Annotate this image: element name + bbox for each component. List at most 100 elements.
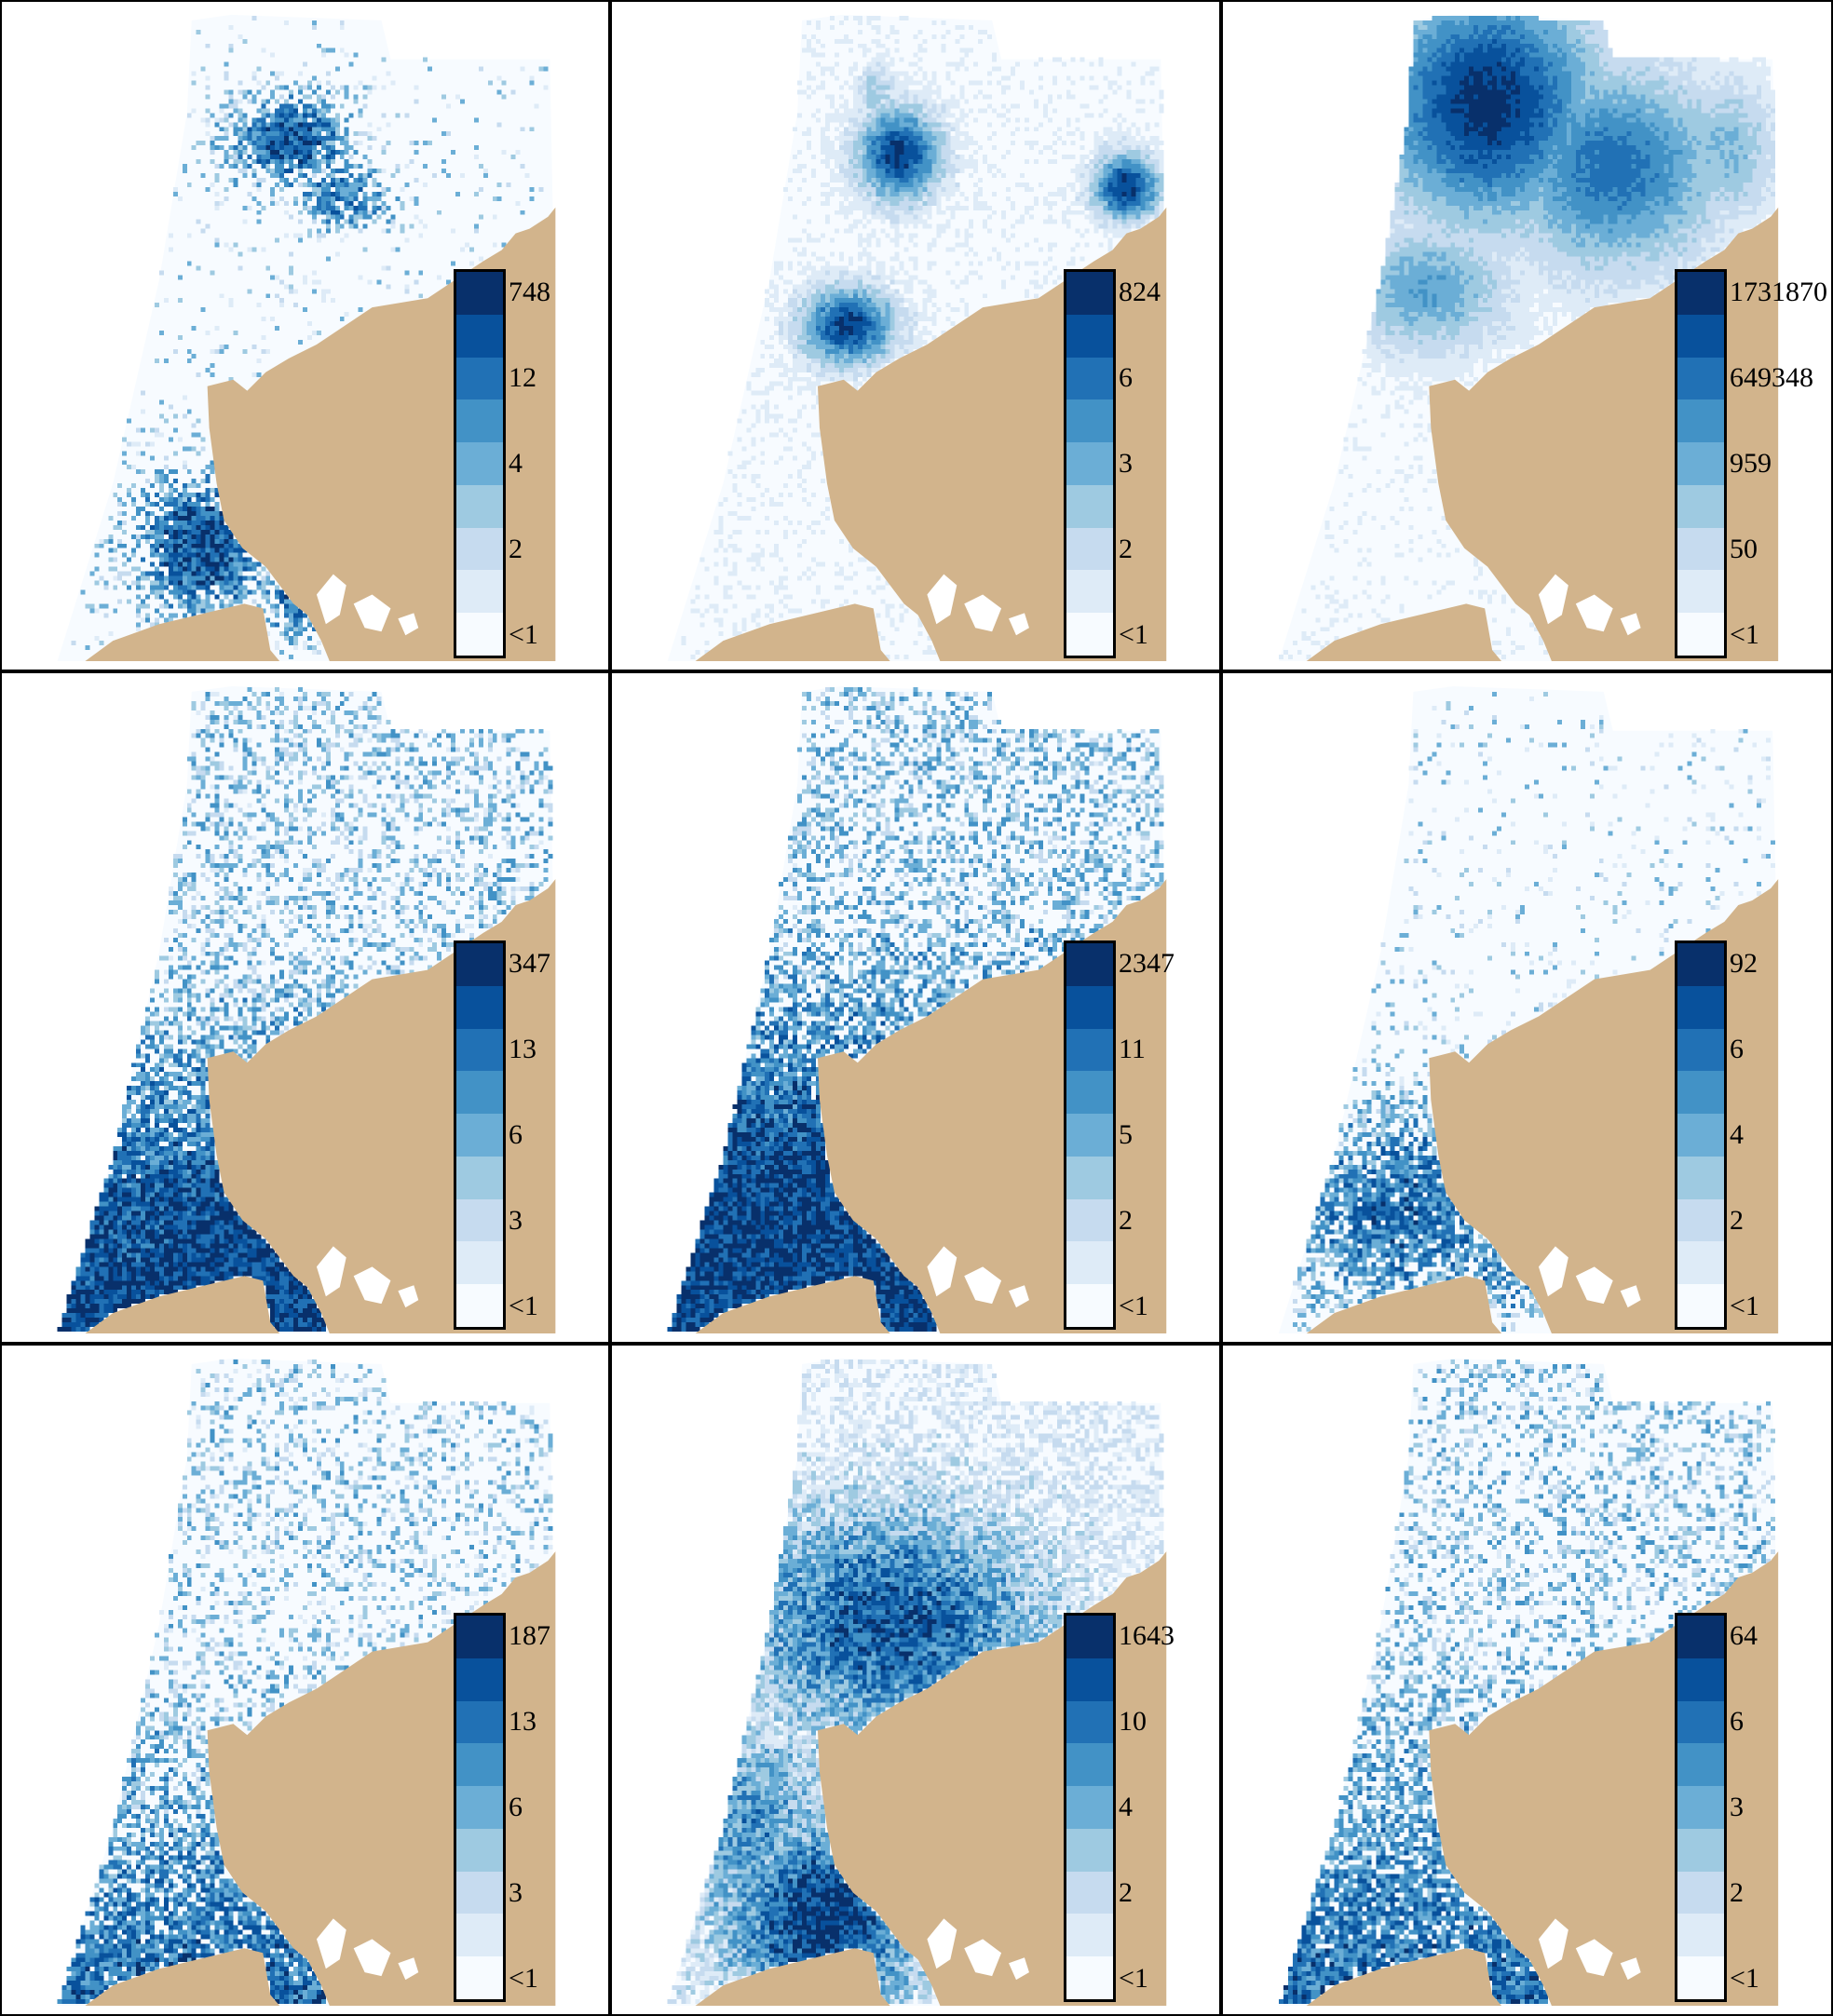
legend-swatch <box>1677 1156 1724 1199</box>
legend-swatch <box>456 1284 503 1328</box>
legend-swatch <box>1677 484 1724 528</box>
legend-swatch <box>1677 1914 1724 1957</box>
tidal-inlet <box>316 1918 346 1969</box>
legend-swatch <box>456 1828 503 1872</box>
color-legend <box>454 269 506 658</box>
legend-swatch <box>456 1871 503 1915</box>
legend-swatch <box>1677 570 1724 614</box>
legend-swatch <box>1066 1914 1113 1957</box>
legend-label-4: 2 <box>1119 1879 1133 1907</box>
legend-swatch <box>1677 1743 1724 1787</box>
color-legend <box>1064 1613 1116 2002</box>
legend-label-3: 6 <box>509 1121 523 1149</box>
legend-label-max: 2347 <box>1119 950 1174 978</box>
tidal-inlet <box>353 594 391 632</box>
legend-swatch <box>1677 314 1724 358</box>
tidal-inlet <box>316 574 346 625</box>
legend-swatch <box>1677 1616 1724 1658</box>
legend-label-max: 1643 <box>1119 1622 1174 1650</box>
legend-label-3: 4 <box>509 450 523 478</box>
coastal-land <box>85 603 280 662</box>
color-legend <box>1064 269 1116 658</box>
tidal-inlet <box>964 1939 1002 1977</box>
tidal-inlet <box>353 1939 391 1977</box>
map-panel-2: 824 6 3 2 <1 <box>610 0 1221 671</box>
legend-swatch <box>1066 1241 1113 1285</box>
color-legend <box>1064 940 1116 1330</box>
map-canvas <box>57 1358 556 2007</box>
legend-swatch <box>456 1616 503 1658</box>
coastal-land <box>1306 1948 1502 2007</box>
tidal-inlet <box>1575 594 1613 632</box>
density-cells <box>1292 691 1776 1333</box>
legend-label-4: 2 <box>1730 1207 1744 1235</box>
legend-swatch <box>456 1914 503 1957</box>
legend-swatch <box>1066 1616 1113 1658</box>
legend-label-3: 3 <box>1119 450 1133 478</box>
tidal-inlet <box>398 613 419 636</box>
legend-label-max: 92 <box>1730 950 1758 978</box>
legend-swatch <box>1066 357 1113 400</box>
tidal-inlet <box>927 574 957 625</box>
legend-swatch <box>456 570 503 614</box>
legend-label-max: 824 <box>1119 278 1161 306</box>
legend-label-4: 2 <box>1119 1207 1133 1235</box>
legend-swatch <box>1677 613 1724 656</box>
legend-label-4: 3 <box>509 1879 523 1907</box>
legend-swatch <box>456 442 503 485</box>
legend-swatch <box>456 1241 503 1285</box>
color-legend <box>1675 269 1727 658</box>
map-canvas <box>57 14 556 662</box>
legend-swatch <box>1677 1114 1724 1157</box>
map-panel-1: 748 12 4 2 <1 <box>0 0 610 671</box>
legend-swatch <box>1066 1028 1113 1072</box>
tidal-inlet <box>964 594 1002 632</box>
coastal-land <box>695 1276 890 1334</box>
legend-label-min: <1 <box>1119 1965 1148 1993</box>
legend-swatch <box>456 1700 503 1744</box>
map-panel-3: 1731870 649348 959 50 <1 <box>1221 0 1833 671</box>
tidal-inlet <box>927 1246 957 1297</box>
legend-swatch <box>1677 1241 1724 1285</box>
legend-swatch <box>1677 399 1724 443</box>
legend-label-2: 11 <box>1119 1035 1146 1063</box>
coastal-land <box>695 1948 890 2007</box>
density-cells <box>57 1359 553 2005</box>
color-legend <box>1675 1613 1727 2002</box>
legend-swatch <box>1066 272 1113 315</box>
legend-swatch <box>456 1028 503 1072</box>
legend-swatch <box>1677 1198 1724 1242</box>
legend-swatch <box>1677 1657 1724 1701</box>
legend-swatch <box>1066 1114 1113 1157</box>
legend-label-min: <1 <box>509 621 538 649</box>
legend-swatch <box>1066 1657 1113 1701</box>
legend-swatch <box>456 399 503 443</box>
legend-swatch <box>456 1156 503 1199</box>
legend-swatch <box>456 484 503 528</box>
tidal-inlet <box>927 1918 957 1969</box>
legend-swatch <box>1066 1700 1113 1744</box>
legend-label-min: <1 <box>509 1292 538 1320</box>
tidal-inlet <box>964 1266 1002 1305</box>
legend-label-min: <1 <box>1730 1292 1759 1320</box>
legend-swatch <box>456 1786 503 1829</box>
legend-swatch <box>456 985 503 1029</box>
legend-swatch <box>456 357 503 400</box>
legend-label-3: 6 <box>509 1793 523 1821</box>
tidal-inlet <box>1620 1285 1641 1308</box>
map-panel-5: 2347 11 5 2 <1 <box>610 671 1221 1344</box>
legend-label-3: 5 <box>1119 1121 1133 1149</box>
tidal-inlet <box>1009 1285 1029 1308</box>
map-panel-9: 64 6 3 2 <1 <box>1221 1344 1833 2016</box>
legend-swatch <box>1677 357 1724 400</box>
map-panel-4: 347 13 6 3 <1 <box>0 671 610 1344</box>
density-cells <box>1278 15 1776 660</box>
legend-swatch <box>1066 314 1113 358</box>
legend-swatch <box>1677 1786 1724 1829</box>
legend-swatch <box>1677 1828 1724 1872</box>
legend-swatch <box>1066 1786 1113 1829</box>
legend-swatch <box>1677 527 1724 571</box>
legend-swatch <box>1066 1284 1113 1328</box>
coastal-land <box>85 1948 280 2007</box>
legend-label-4: 2 <box>1119 535 1133 563</box>
